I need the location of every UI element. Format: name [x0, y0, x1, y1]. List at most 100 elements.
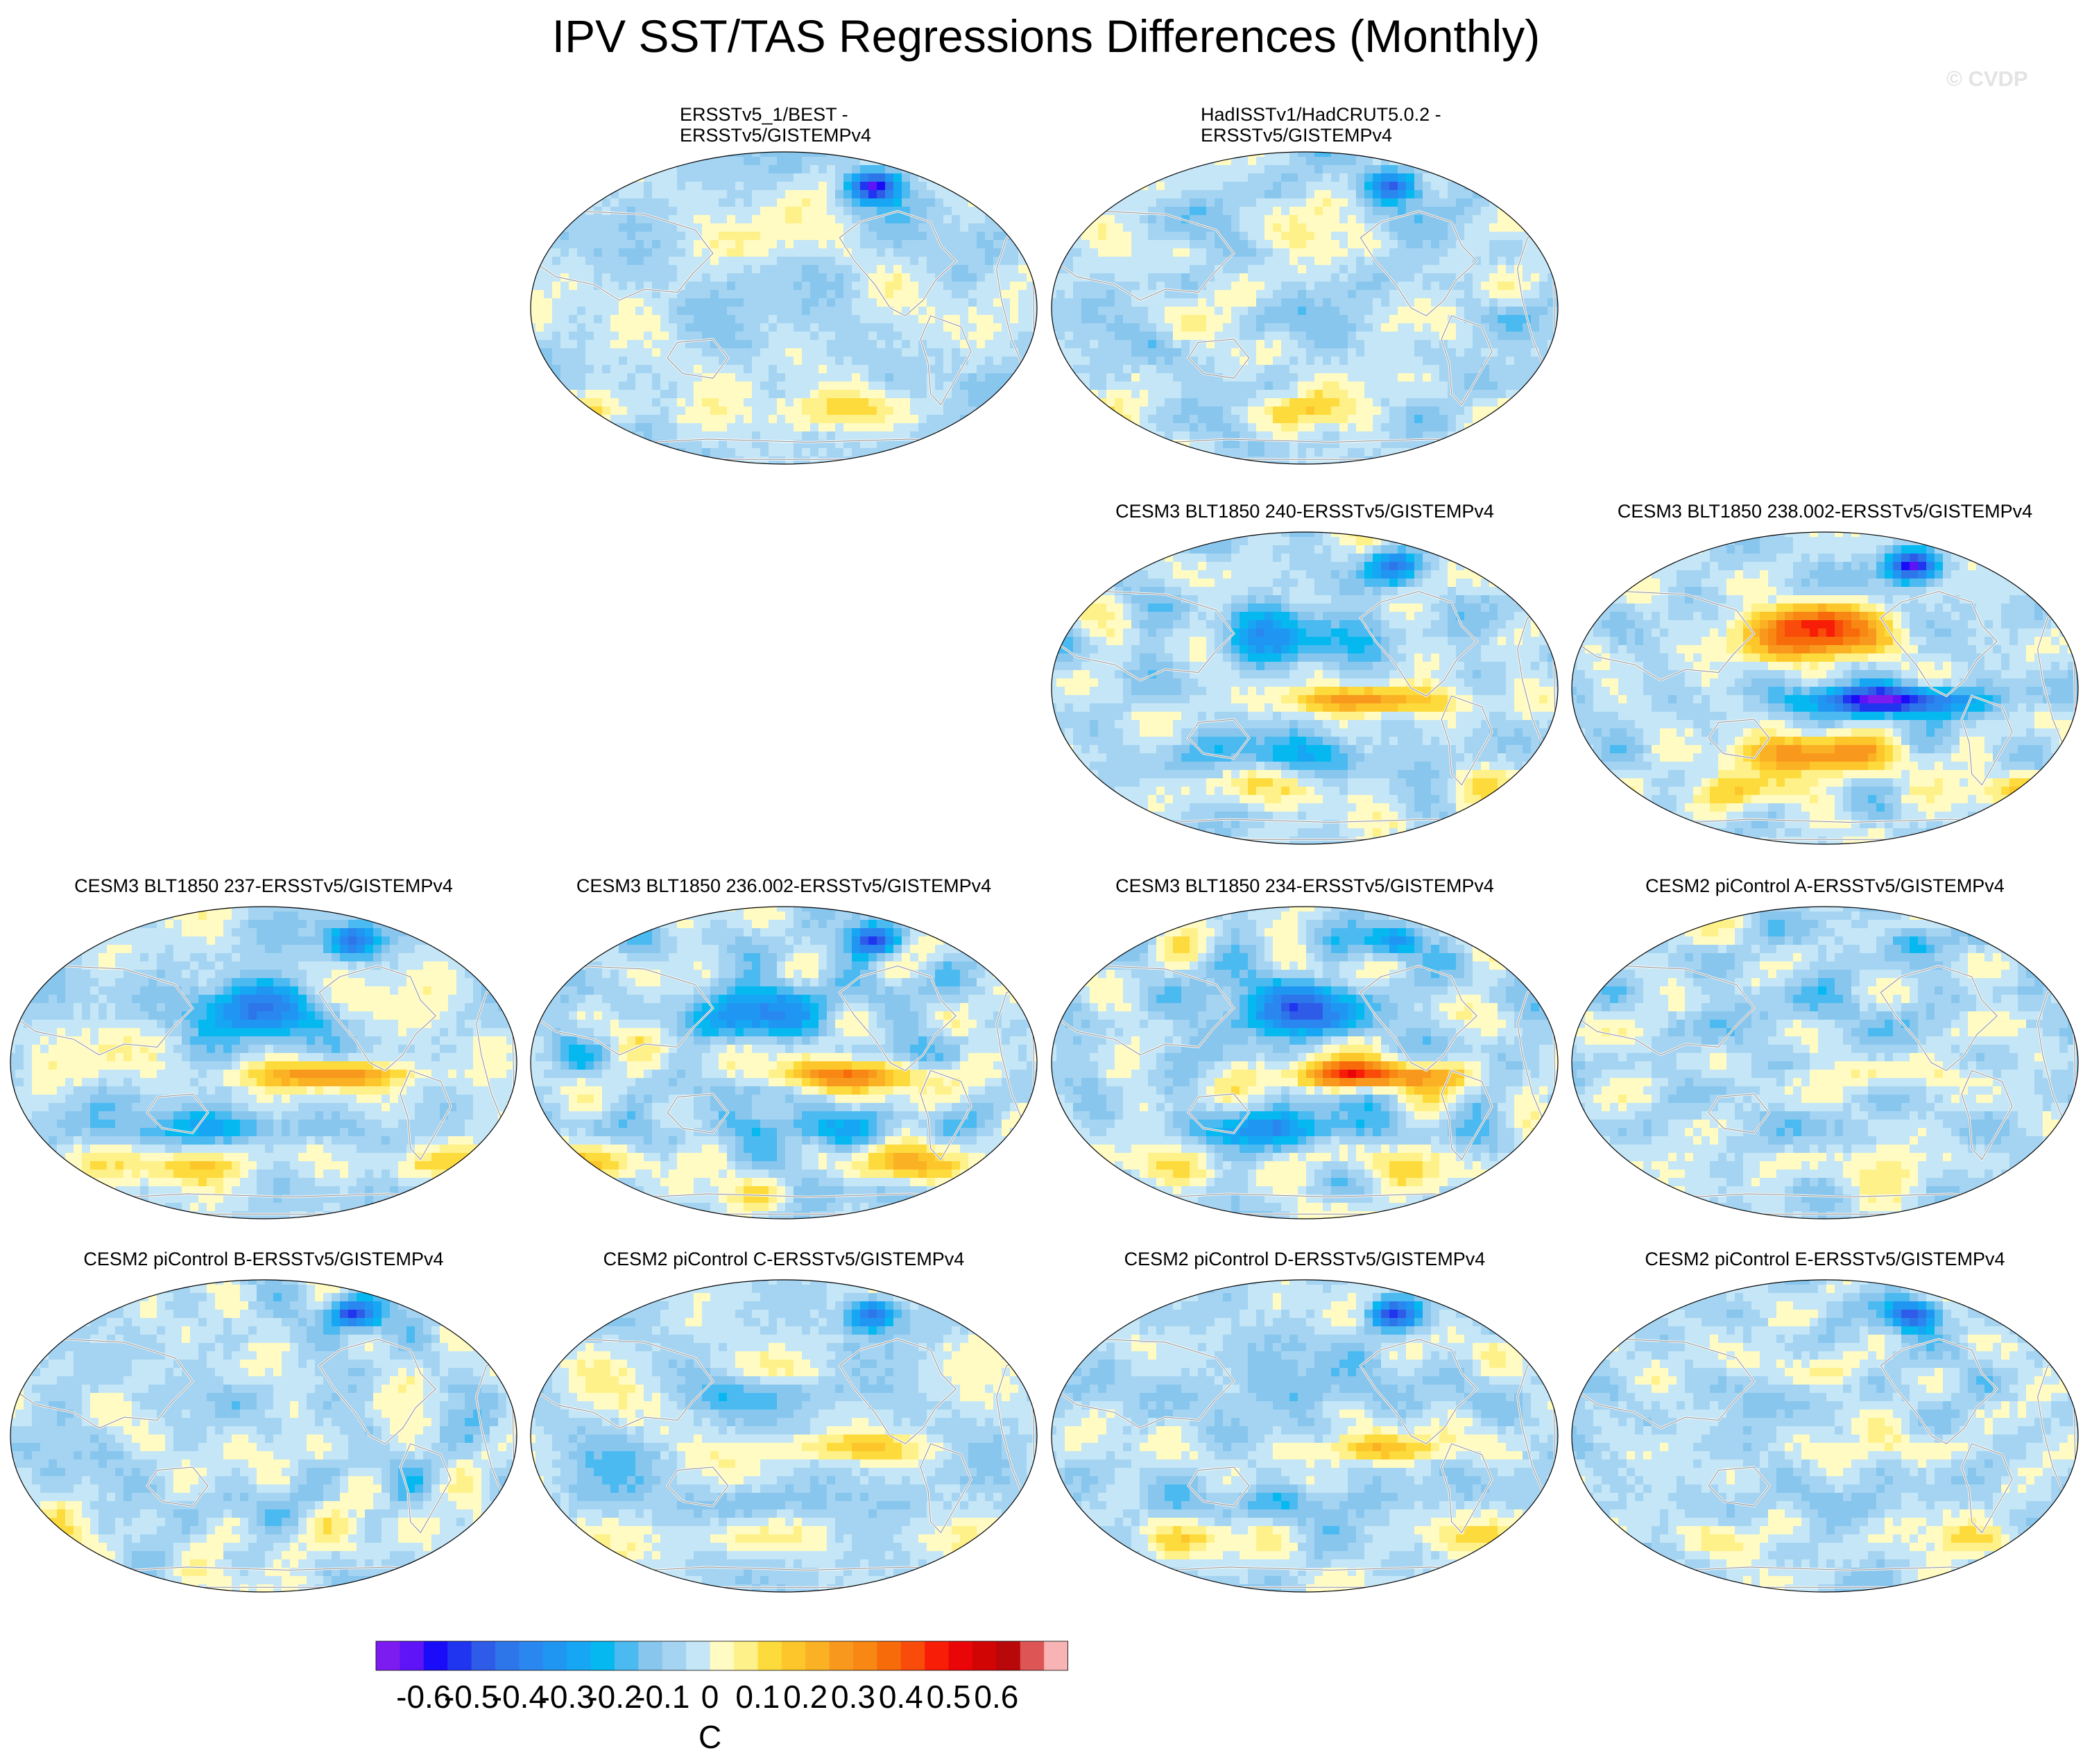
- colorbar-tick-label: 0.5: [927, 1679, 971, 1715]
- coastline: [1441, 695, 1493, 786]
- colorbar-swatch: [376, 1641, 400, 1670]
- coastline: [1961, 695, 2013, 786]
- colorbar-swatch: [423, 1641, 448, 1670]
- map-panel: CESM3 BLT1850 238.002-ERSSTv5/GISTEMPv4: [1568, 501, 2082, 848]
- colorbar-swatch: [710, 1641, 735, 1670]
- copyright-watermark: © CVDP: [1946, 67, 2028, 92]
- panel-title: CESM2 piControl C-ERSSTv5/GISTEMPv4: [527, 1249, 1040, 1269]
- map-panel: CESM2 piControl C-ERSSTv5/GISTEMPv4: [527, 1249, 1040, 1595]
- colorbar-tick-label: -0.5: [444, 1679, 499, 1715]
- coastline: [1441, 1070, 1493, 1161]
- coastline: [920, 1070, 972, 1161]
- map-field: [1052, 152, 1558, 464]
- regression-map: [10, 906, 517, 1219]
- map-field: [1052, 907, 1558, 1219]
- coastline: [1188, 1466, 1250, 1507]
- regression-map: [530, 1279, 1038, 1593]
- panel-title-line: CESM2 piControl D-ERSSTv5/GISTEMPv4: [1048, 1249, 1561, 1269]
- map-border: [1571, 1279, 2079, 1593]
- panel-title-line: CESM3 BLT1850 236.002-ERSSTv5/GISTEMPv4: [527, 875, 1040, 896]
- regression-map: [1051, 1279, 1559, 1593]
- coastline: [667, 1466, 729, 1507]
- panel-title: CESM2 piControl A-ERSSTv5/GISTEMPv4: [1568, 875, 2082, 896]
- panel-title: HadISSTv1/HadCRUT5.0.2 - ERSSTv5/GISTEMPv…: [1201, 104, 1561, 146]
- colorbar-swatch: [519, 1641, 544, 1670]
- coastline: [1360, 965, 1477, 1071]
- colorbar-tick-label: -0.1: [635, 1679, 689, 1715]
- colorbar-swatch: [900, 1641, 925, 1670]
- coastline: [1360, 210, 1477, 316]
- map-border: [10, 906, 517, 1219]
- regression-map: [530, 906, 1038, 1219]
- panel-title-line: CESM3 BLT1850 234-ERSSTv5/GISTEMPv4: [1048, 875, 1561, 896]
- coastline: [1574, 1338, 1755, 1429]
- regression-map: [1051, 906, 1559, 1219]
- map-field: [1052, 532, 1558, 844]
- colorbar-swatch: [829, 1641, 854, 1670]
- colorbar-swatch: [542, 1641, 567, 1670]
- coastline: [318, 965, 436, 1071]
- panel-title-line: CESM2 piControl B-ERSSTv5/GISTEMPv4: [7, 1249, 520, 1269]
- map-border: [530, 1279, 1038, 1593]
- coastline: [839, 210, 957, 316]
- coastline: [1360, 590, 1477, 696]
- coastline: [400, 1443, 452, 1534]
- coastline: [146, 1093, 209, 1133]
- map-panel: CESM3 BLT1850 240-ERSSTv5/GISTEMPv4: [1048, 501, 1561, 848]
- map-border: [1571, 531, 2079, 845]
- coastline: [920, 1443, 972, 1534]
- panel-title: ERSSTv5_1/BEST - ERSSTv5/GISTEMPv4: [680, 104, 1040, 146]
- coastline: [1360, 1338, 1477, 1444]
- coastline: [1188, 1093, 1250, 1133]
- map-panel: HadISSTv1/HadCRUT5.0.2 - ERSSTv5/GISTEMPv…: [1048, 104, 1561, 465]
- coastline: [1054, 210, 1235, 301]
- colorbar-outline: [375, 1641, 1068, 1671]
- regression-map: [530, 151, 1038, 465]
- map-field: [531, 1280, 1037, 1592]
- map-border: [1051, 151, 1559, 465]
- panel-title-line: HadISSTv1/HadCRUT5.0.2 -: [1201, 104, 1561, 125]
- panel-title-line: CESM3 BLT1850 237-ERSSTv5/GISTEMPv4: [7, 875, 520, 896]
- map-border: [10, 1279, 517, 1593]
- coastline: [1574, 965, 1755, 1056]
- colorbar-swatch: [805, 1641, 830, 1670]
- map-border: [1051, 531, 1559, 845]
- map-border: [1051, 1279, 1559, 1593]
- colorbar-tick-label: 0.3: [831, 1679, 875, 1715]
- map-field: [1572, 532, 2078, 844]
- map-field: [531, 152, 1037, 464]
- panel-title: CESM3 BLT1850 234-ERSSTv5/GISTEMPv4: [1048, 875, 1561, 896]
- colorbar-tick-label: 0.4: [879, 1679, 923, 1715]
- map-field: [10, 907, 517, 1219]
- regression-map: [10, 1279, 517, 1593]
- coastline: [1880, 1338, 1998, 1444]
- coastline: [318, 1338, 436, 1444]
- coastline: [12, 1338, 194, 1429]
- coastline: [839, 1338, 957, 1444]
- panel-title-line: ERSSTv5/GISTEMPv4: [680, 125, 1040, 146]
- regression-map: [1571, 906, 2079, 1219]
- colorbar-swatch: [590, 1641, 615, 1670]
- map-panel: CESM2 piControl E-ERSSTv5/GISTEMPv4: [1568, 1249, 2082, 1595]
- coastline: [1880, 590, 1998, 696]
- colorbar-swatch: [972, 1641, 997, 1670]
- coastline: [1961, 1070, 2013, 1161]
- coastline: [533, 965, 714, 1056]
- colorbar-swatch: [996, 1641, 1021, 1670]
- colorbar-swatch: [757, 1641, 782, 1670]
- panel-title: CESM3 BLT1850 236.002-ERSSTv5/GISTEMPv4: [527, 875, 1040, 896]
- colorbar-tick-label: -0.4: [492, 1679, 547, 1715]
- colorbar-swatch: [471, 1641, 496, 1670]
- panel-title-line: ERSSTv5_1/BEST -: [680, 104, 1040, 125]
- regression-map: [1571, 1279, 2079, 1593]
- panel-title-line: ERSSTv5/GISTEMPv4: [1201, 125, 1561, 146]
- map-panel: CESM2 piControl D-ERSSTv5/GISTEMPv4: [1048, 1249, 1561, 1595]
- coastline: [1441, 315, 1493, 406]
- coastline: [1188, 719, 1250, 759]
- map-panel: CESM3 BLT1850 236.002-ERSSTv5/GISTEMPv4: [527, 875, 1040, 1222]
- regression-map: [1051, 531, 1559, 845]
- panel-title-line: CESM2 piControl E-ERSSTv5/GISTEMPv4: [1568, 1249, 2082, 1269]
- map-panel: CESM3 BLT1850 237-ERSSTv5/GISTEMPv4: [7, 875, 520, 1222]
- coastline: [920, 315, 972, 406]
- map-panel: ERSSTv5_1/BEST - ERSSTv5/GISTEMPv4: [527, 104, 1040, 465]
